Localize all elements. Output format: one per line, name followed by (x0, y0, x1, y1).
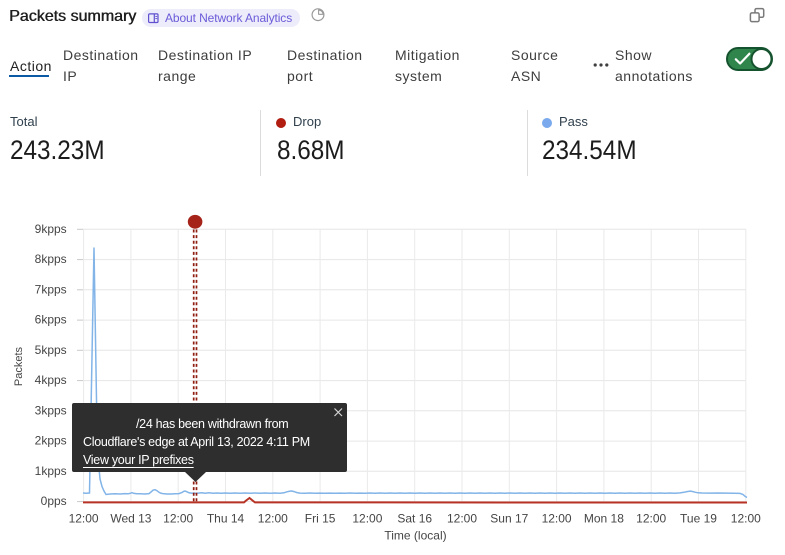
svg-text:12:00: 12:00 (352, 512, 382, 526)
svg-text:12:00: 12:00 (636, 512, 666, 526)
svg-text:7kpps: 7kpps (35, 282, 67, 296)
svg-text:3kpps: 3kpps (35, 403, 67, 417)
svg-text:2kpps: 2kpps (35, 434, 67, 448)
svg-text:6kpps: 6kpps (35, 313, 67, 327)
svg-text:Mon 18: Mon 18 (584, 512, 624, 526)
svg-text:12:00: 12:00 (542, 512, 572, 526)
svg-text:Tue 19: Tue 19 (680, 512, 717, 526)
svg-text:Fri 15: Fri 15 (305, 512, 336, 526)
svg-text:Sun 17: Sun 17 (490, 512, 528, 526)
svg-text:Time (local): Time (local) (384, 529, 446, 543)
svg-text:Thu 14: Thu 14 (207, 512, 245, 526)
svg-text:12:00: 12:00 (163, 512, 193, 526)
svg-text:12:00: 12:00 (258, 512, 288, 526)
svg-text:5kpps: 5kpps (35, 343, 67, 357)
svg-text:12:00: 12:00 (69, 512, 99, 526)
svg-text:12:00: 12:00 (447, 512, 477, 526)
svg-text:4kpps: 4kpps (35, 373, 67, 387)
svg-text:Wed 13: Wed 13 (110, 512, 151, 526)
svg-text:Sat 16: Sat 16 (397, 512, 432, 526)
svg-text:1kpps: 1kpps (35, 464, 67, 478)
svg-text:0pps: 0pps (41, 494, 67, 508)
svg-text:8kpps: 8kpps (35, 252, 67, 266)
svg-text:12:00: 12:00 (731, 512, 761, 526)
svg-text:Packets: Packets (13, 346, 25, 386)
svg-text:9kpps: 9kpps (35, 222, 67, 236)
